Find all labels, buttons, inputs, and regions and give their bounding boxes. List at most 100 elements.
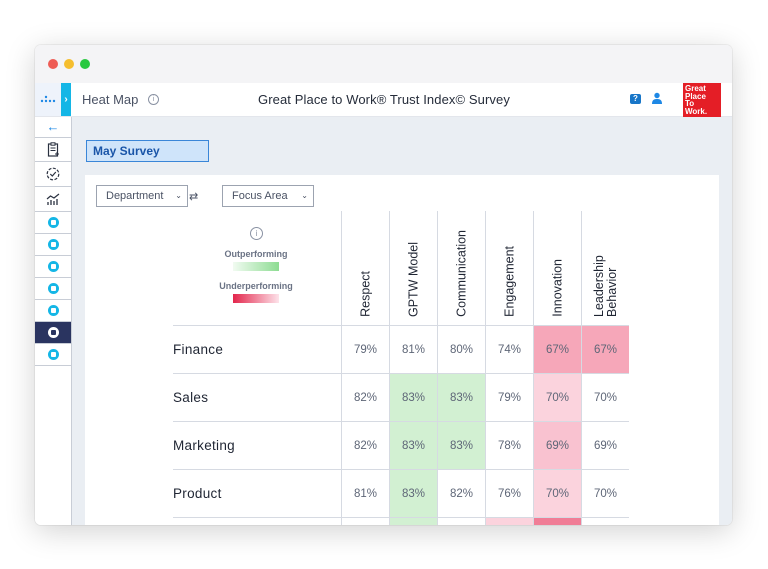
sidebar-item-clipboard[interactable] (35, 137, 71, 162)
column-header[interactable]: Respect (341, 211, 390, 326)
row-label[interactable]: Finance (173, 325, 342, 374)
heatmap-cell[interactable]: 80% (437, 325, 486, 374)
table-row: Finance 79% 81% 80% 74% 67% 67% (173, 325, 629, 374)
legend-outperforming-bar (233, 262, 279, 271)
table-row: Marketing 82% 83% 83% 78% 69% 69% (173, 421, 629, 470)
heatmap-cell[interactable]: 79% (485, 373, 534, 422)
sidebar-item-layers[interactable] (35, 234, 71, 256)
sidebar-item-checklist[interactable] (35, 162, 71, 187)
heatmap-cell[interactable] (581, 517, 629, 525)
minimize-window-button[interactable] (64, 59, 74, 69)
report-icon (47, 217, 59, 228)
heatmap-cell[interactable]: 79% (341, 325, 390, 374)
heatmap-cell[interactable]: 76% (485, 469, 534, 518)
heatmap-cell[interactable]: 78% (485, 421, 534, 470)
app-header: › Heat Map i Great Place to Work® Trust … (35, 83, 732, 121)
expand-sidebar-button[interactable]: › (61, 83, 71, 116)
back-button[interactable]: ← (35, 117, 71, 135)
column-header[interactable]: Leadership Behavior (581, 211, 629, 326)
heatmap-cell[interactable]: 70% (533, 373, 582, 422)
legend-underperforming-label: Underperforming (219, 281, 293, 291)
heatmap-cell[interactable]: 70% (533, 469, 582, 518)
heatmap-cell[interactable] (341, 517, 390, 525)
user-icon[interactable] (651, 92, 663, 105)
help-chat-icon[interactable]: ? (630, 94, 641, 104)
app-logo-icon (40, 95, 56, 103)
heatmap-cell[interactable]: 74% (485, 325, 534, 374)
heatmap-cell[interactable]: 83% (437, 373, 486, 422)
sidebar: ← (35, 117, 72, 525)
main-content: May Survey Department ⌄ ⇄ Focus Area ⌄ i… (72, 117, 732, 525)
heatmap-cell[interactable]: 70% (581, 373, 629, 422)
close-window-button[interactable] (48, 59, 58, 69)
column-header[interactable]: Communication (437, 211, 486, 326)
heatmap-cell[interactable]: 83% (389, 373, 438, 422)
column-header[interactable]: Innovation (533, 211, 582, 326)
sidebar-item-heatmap[interactable] (35, 322, 71, 344)
heatmap-cell[interactable]: 82% (341, 421, 390, 470)
sidebar-item-people[interactable] (35, 278, 71, 300)
row-label[interactable]: Sales (173, 373, 342, 422)
heatmap-cell[interactable] (533, 517, 582, 525)
heatmap-cell[interactable]: 67% (581, 325, 629, 374)
window-titlebar (35, 45, 732, 83)
department-dropdown[interactable]: Department ⌄ (96, 185, 188, 207)
legend-underperforming-bar (233, 294, 279, 303)
heatmap-cell[interactable]: 83% (389, 421, 438, 470)
survey-selector[interactable]: May Survey (86, 140, 209, 162)
app-logo[interactable] (35, 83, 61, 116)
people-icon (47, 283, 59, 294)
heatmap-table: Respect GPTW Model Communication Engagem… (173, 211, 629, 525)
row-label[interactable]: Marketing (173, 421, 342, 470)
column-header-label: Engagement (502, 246, 516, 317)
chart-icon (46, 193, 60, 205)
list-icon (47, 261, 59, 272)
focus-area-dropdown[interactable]: Focus Area ⌄ (222, 185, 314, 207)
maximize-window-button[interactable] (80, 59, 90, 69)
heatmap-cell[interactable]: 69% (581, 421, 629, 470)
heatmap-header-row: Respect GPTW Model Communication Engagem… (173, 211, 629, 326)
row-label[interactable]: Product (173, 469, 342, 518)
heatmap-cell[interactable]: 70% (581, 469, 629, 518)
heatmap-cell[interactable]: 83% (437, 421, 486, 470)
heatmap-cell[interactable] (485, 517, 534, 525)
logo-line: Place (685, 91, 706, 101)
heatmap-cell[interactable] (437, 517, 486, 525)
sidebar-item-image[interactable] (35, 300, 71, 322)
heatmap-cell[interactable] (389, 517, 438, 525)
table-row: Product 81% 83% 82% 76% 70% 70% (173, 469, 629, 518)
image-icon (47, 305, 59, 316)
browser-window: › Heat Map i Great Place to Work® Trust … (35, 45, 732, 525)
heatmap-cell[interactable]: 83% (389, 469, 438, 518)
heatmap-cell[interactable]: 81% (389, 325, 438, 374)
logo-line: To (685, 99, 695, 108)
heatmap-cell[interactable]: 82% (437, 469, 486, 518)
column-header-label: Leadership Behavior (591, 255, 619, 317)
heatmap-cell[interactable]: 81% (341, 469, 390, 518)
column-header[interactable]: Engagement (485, 211, 534, 326)
heatmap-cell[interactable]: 82% (341, 373, 390, 422)
column-header-label: Innovation (550, 259, 564, 317)
column-header[interactable]: GPTW Model (389, 211, 438, 326)
legend-info-icon[interactable]: i (250, 227, 263, 240)
heatmap-cell[interactable]: 67% (533, 325, 582, 374)
logo-line: Great (685, 84, 706, 93)
sidebar-item-report[interactable] (35, 212, 71, 234)
column-header-label: Communication (454, 230, 468, 317)
column-header-label: Respect (358, 271, 372, 317)
survey-title: Great Place to Work® Trust Index© Survey (258, 92, 510, 107)
focus-area-dropdown-label: Focus Area (232, 190, 288, 202)
arrow-left-icon: ← (46, 118, 60, 134)
row-label (173, 517, 342, 525)
info-icon[interactable]: i (148, 94, 159, 105)
heatmap-cell[interactable]: 69% (533, 421, 582, 470)
table-row: Sales 82% 83% 83% 79% 70% 70% (173, 373, 629, 422)
swap-axes-icon[interactable]: ⇄ (189, 191, 199, 203)
sidebar-item-list[interactable] (35, 256, 71, 278)
sidebar-item-profile[interactable] (35, 344, 71, 366)
chevron-down-icon: ⌄ (301, 191, 308, 200)
heatmap-corner (173, 211, 342, 326)
logo-line: Work. (685, 106, 708, 116)
page-title: Heat Map (82, 92, 139, 107)
sidebar-item-chart[interactable] (35, 187, 71, 212)
